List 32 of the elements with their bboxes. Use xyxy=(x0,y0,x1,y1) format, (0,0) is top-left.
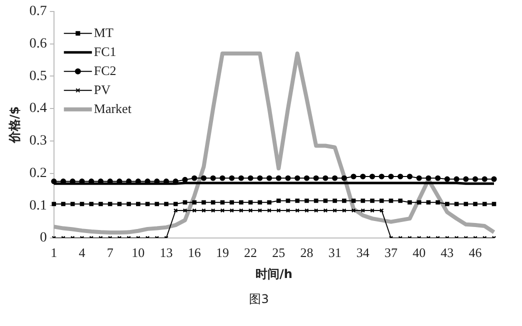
x-tick-label: 7 xyxy=(106,245,114,260)
legend-label: PV xyxy=(94,82,112,97)
y-tick-label: 0.4 xyxy=(29,101,47,116)
caption: 图3 xyxy=(249,292,269,306)
x-tick-label: 13 xyxy=(160,245,173,260)
x-tick-label: 10 xyxy=(132,245,145,260)
y-tick-label: 0.6 xyxy=(29,36,47,52)
y-tick-label: 0 xyxy=(40,230,47,246)
y-tick-label: 0.1 xyxy=(29,198,47,214)
y-tick-label: 0.3 xyxy=(29,134,47,149)
x-tick-label: 19 xyxy=(216,245,229,260)
x-tick-label: 22 xyxy=(244,245,258,260)
x-tick-label: 46 xyxy=(468,245,482,260)
x-tick-label: 37 xyxy=(384,245,398,260)
x-tick-label: 16 xyxy=(188,245,202,260)
legend-label: Market xyxy=(94,100,132,116)
legend-label: FC2 xyxy=(94,62,116,78)
x-tick-label: 28 xyxy=(300,245,314,260)
x-axis-title: 时间/h xyxy=(255,266,292,281)
x-tick-label: 25 xyxy=(272,245,286,260)
x-tick-label: 43 xyxy=(440,245,454,260)
legend-label: FC1 xyxy=(94,44,116,59)
y-tick-label: 0.7 xyxy=(29,4,47,20)
y-tick-label: 0.2 xyxy=(29,166,47,181)
x-tick-label: 4 xyxy=(78,245,86,260)
x-tick-label: 34 xyxy=(356,245,370,260)
x-tick-label: 40 xyxy=(412,245,426,260)
x-tick-label: 31 xyxy=(328,245,342,260)
y-axis-title: 价格/$ xyxy=(7,106,22,144)
x-tick-label: 1 xyxy=(50,245,58,260)
y-tick-label: 0.5 xyxy=(29,68,47,84)
legend-label: MT xyxy=(94,24,114,40)
